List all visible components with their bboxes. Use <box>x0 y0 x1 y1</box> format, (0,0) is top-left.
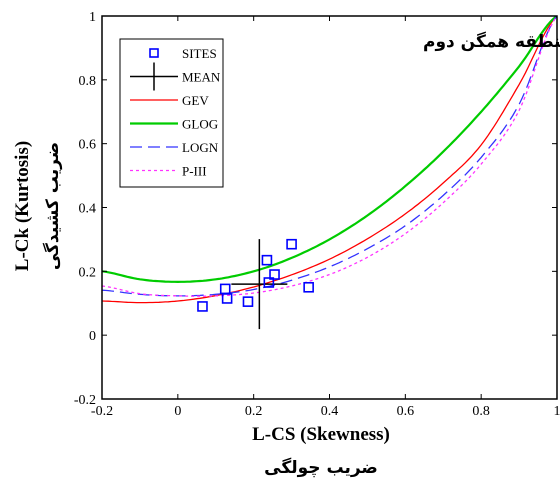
legend-item-glog: GLOG <box>130 117 218 132</box>
site-point <box>269 269 280 280</box>
y-tick-label: -0.2 <box>74 393 96 408</box>
y-tick-label: 0.4 <box>79 202 97 217</box>
site-point <box>219 283 231 295</box>
x-axis-title-fa: ضریب چولگی <box>264 457 378 478</box>
y-tick-label: 0.2 <box>79 265 97 280</box>
sites-markers <box>197 238 314 312</box>
site-point <box>263 277 275 288</box>
x-tick-label: 0.8 <box>472 404 490 419</box>
site-point <box>286 238 297 250</box>
y-tick-label: 0.8 <box>79 74 97 89</box>
mean-marker-layer <box>231 239 288 330</box>
x-tick-label: 0.6 <box>397 404 415 419</box>
legend-label: GEV <box>182 93 209 108</box>
site-point <box>197 301 208 312</box>
axis-ticks: -0.2 0 0.2 0.4 0.6 0.8 1 -0.2 0 0.2 0.4 0.6 0.8 1 <box>74 10 560 419</box>
legend-label: P-III <box>182 164 207 179</box>
legend-item-gev: GEV <box>130 93 209 108</box>
x-tick-label: 0.4 <box>321 404 339 419</box>
legend-label: MEAN <box>182 70 221 85</box>
site-point <box>221 293 233 304</box>
x-tick-label: 0 <box>174 404 181 419</box>
x-tick-label: 1 <box>554 404 560 419</box>
y-tick-label: 1 <box>89 10 96 25</box>
site-point <box>242 296 254 307</box>
legend-item-logn: LOGN <box>130 140 219 155</box>
legend-symbol-sites <box>149 48 159 58</box>
y-axis-title-fa: ضریب کشیدگی <box>42 142 63 270</box>
y-axis-title: L-Ck (Kurtosis) <box>12 141 33 271</box>
curve-logn <box>102 16 557 297</box>
y-tick-label: 0.6 <box>79 138 97 153</box>
site-point <box>261 254 273 266</box>
legend-label: GLOG <box>182 117 218 132</box>
x-tick-label: 0.2 <box>245 404 263 419</box>
curve-gev <box>102 16 557 304</box>
curve-p-iii <box>102 16 557 297</box>
curve-glog <box>102 16 557 284</box>
legend-box <box>119 38 224 188</box>
distribution-curves <box>102 16 557 304</box>
x-tick-label: -0.2 <box>91 404 113 419</box>
legend: SITES MEAN GEV GLOG LOGN P-III <box>119 38 224 188</box>
legend-item-sites: SITES <box>149 46 217 61</box>
y-tick-label: 0 <box>89 329 96 344</box>
site-point <box>303 281 314 293</box>
legend-item-p-iii: P-III <box>130 164 207 179</box>
x-axis-title: L-CS (Skewness) <box>252 424 390 445</box>
chart-title: منطقه همگن دوم <box>423 31 560 52</box>
legend-label: SITES <box>182 46 217 61</box>
legend-label: LOGN <box>182 140 219 155</box>
legend-item-mean: MEAN <box>130 62 221 91</box>
legend-items: SITES MEAN GEV GLOG LOGN P-III <box>130 46 221 179</box>
